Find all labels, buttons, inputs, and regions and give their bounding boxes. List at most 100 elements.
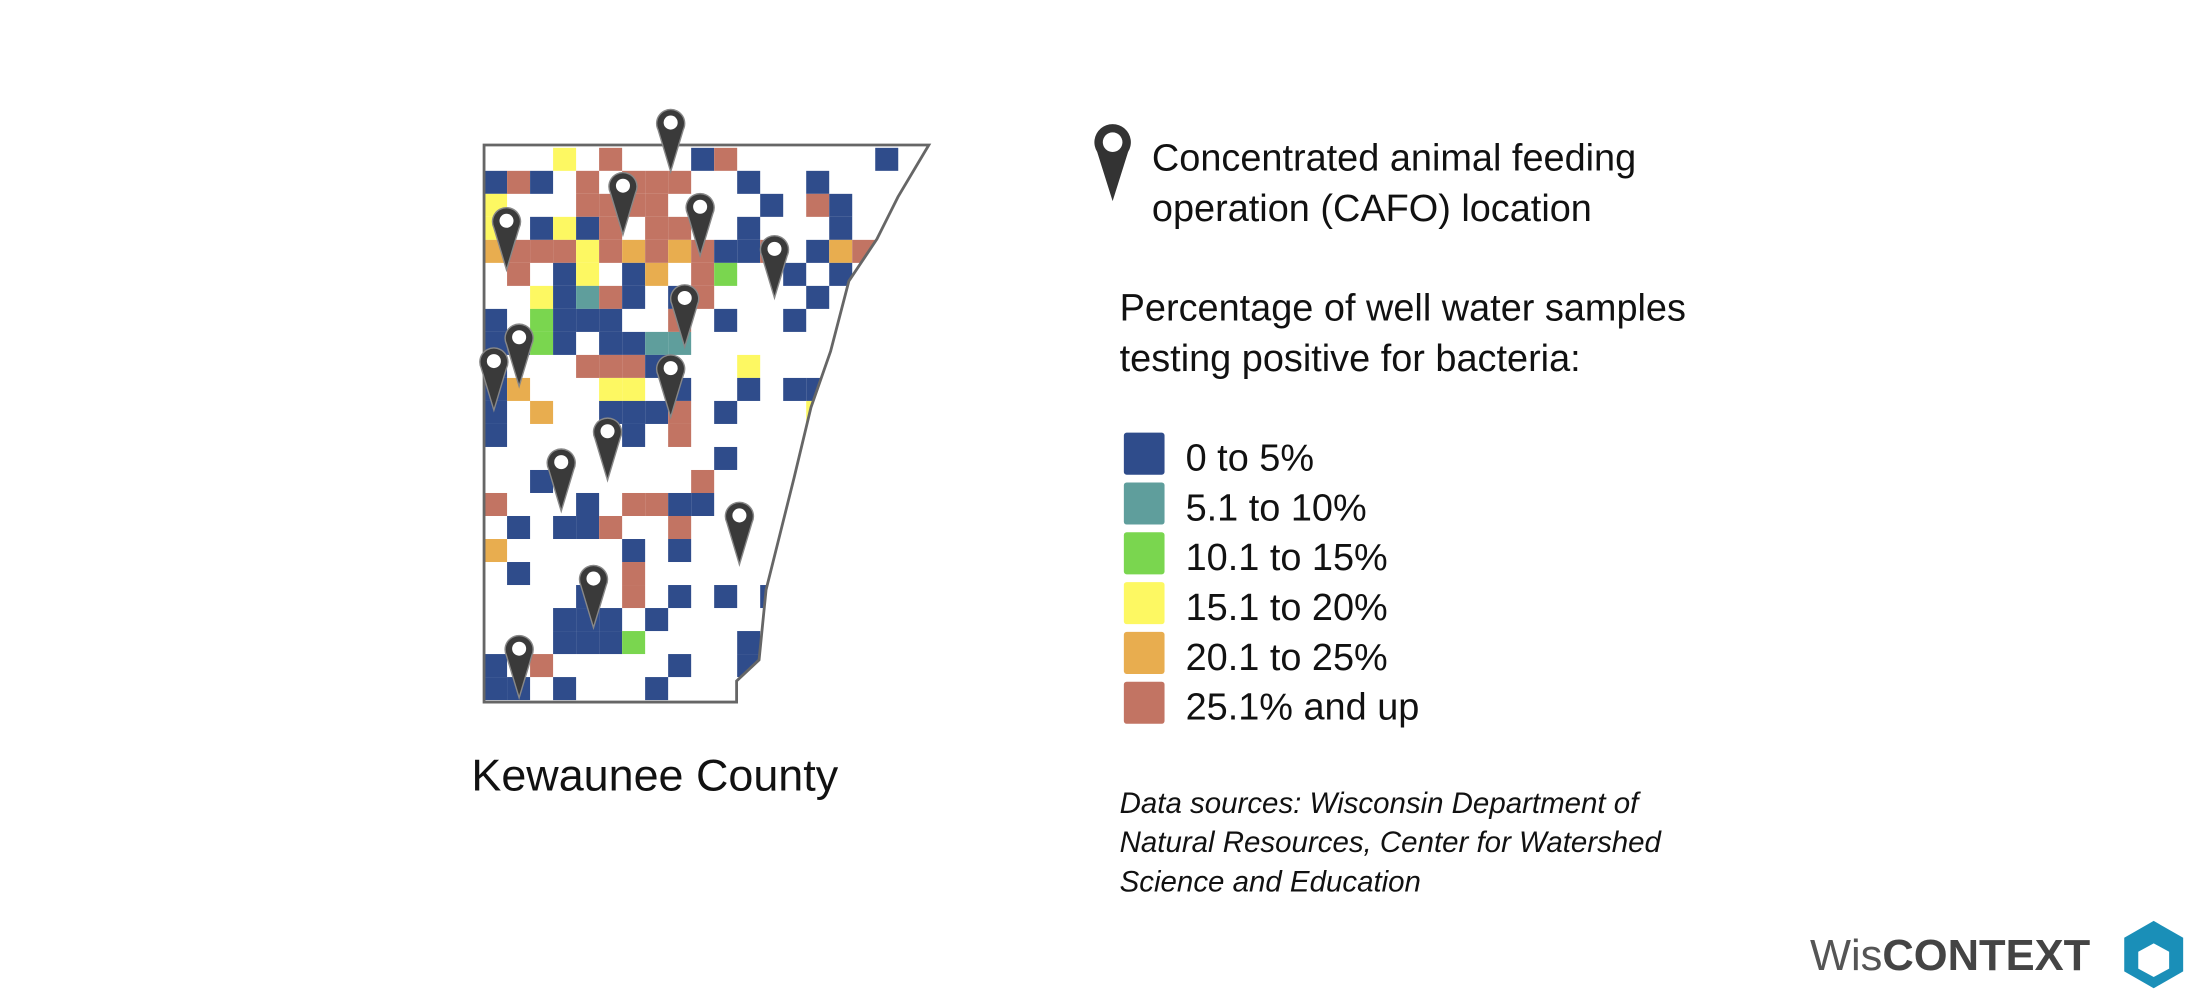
well-cell: [737, 654, 761, 678]
legend-swatch: [1123, 681, 1165, 724]
well-cell: [645, 677, 669, 701]
well-cell: [622, 585, 646, 609]
well-cell: [507, 377, 531, 401]
legend-heading: testing positive for bacteria:: [1120, 338, 1581, 380]
pin-body: [504, 323, 534, 389]
cafo-pin: [669, 284, 700, 350]
well-cell: [553, 239, 577, 263]
well-cell: [668, 239, 692, 263]
well-cell: [806, 423, 830, 447]
well-cell: [829, 239, 853, 263]
legend-swatch: [1123, 582, 1165, 625]
well-cell: [530, 654, 554, 678]
well-cell: [553, 677, 577, 701]
well-cell: [484, 492, 508, 516]
pin-body: [608, 171, 638, 238]
well-cell: [484, 654, 508, 678]
pin-body: [759, 235, 790, 301]
well-cell: [806, 193, 830, 217]
legend-heading: Percentage of well water samples: [1120, 287, 1686, 329]
well-cell: [576, 216, 600, 240]
well-cell: [622, 262, 646, 286]
well-cell: [622, 562, 646, 586]
legend-label: 15.1 to 20%: [1186, 587, 1388, 629]
well-cell: [875, 147, 899, 171]
pin-hole: [512, 330, 527, 345]
logo-icon: [2124, 920, 2184, 989]
pin-body: [655, 108, 686, 175]
well-cell: [507, 170, 531, 194]
well-cell: [484, 539, 508, 563]
well-cell: [691, 262, 715, 286]
well-cell: [714, 239, 738, 263]
well-cell: [576, 354, 600, 378]
well-cell: [668, 515, 692, 540]
well-cell: [576, 193, 600, 217]
well-cell: [645, 239, 669, 263]
well-cell: [645, 170, 669, 194]
legend-swatch: [1123, 432, 1165, 475]
pin-hole: [486, 354, 501, 369]
map-label: Kewaunee County: [471, 749, 838, 800]
pin-body: [491, 207, 522, 273]
cafo-pin: [479, 347, 509, 413]
pin-body: [546, 448, 576, 514]
legend-label: 5.1 to 10%: [1186, 487, 1367, 529]
well-cell: [622, 377, 646, 401]
well-cell: [622, 354, 646, 378]
well-cell: [645, 216, 669, 240]
well-cell: [668, 539, 692, 563]
well-cell: [806, 170, 830, 194]
well-cell: [576, 308, 600, 332]
well-cell: [737, 631, 761, 655]
well-cell: [783, 377, 807, 401]
source: Data sources: Wisconsin Department of: [1120, 787, 1641, 820]
well-cell: [691, 469, 715, 493]
well-cell: [553, 147, 577, 171]
source: Natural Resources, Center for Watershed: [1120, 826, 1663, 859]
well-cell: [829, 193, 853, 217]
well-cell: [599, 631, 623, 655]
logo: WisCONTEXT: [1810, 932, 2091, 980]
pin-hole: [600, 424, 615, 439]
well-cell: [645, 193, 669, 217]
pin-body: [592, 417, 623, 483]
cafo-legend-icon: [1094, 124, 1131, 202]
well-cell: [668, 492, 692, 516]
pin-hole: [586, 571, 601, 586]
well-cell: [737, 216, 761, 240]
pin-body: [479, 347, 509, 413]
pin-hole: [512, 641, 527, 656]
logo-light: Wis: [1810, 932, 1882, 980]
legend-swatch: [1123, 532, 1165, 575]
well-cell: [599, 331, 623, 355]
well-cell: [530, 400, 554, 424]
well-cell: [714, 308, 738, 332]
well-cell: [737, 239, 761, 263]
well-cell: [737, 170, 761, 194]
well-cell: [806, 539, 830, 563]
cafo-pin: [592, 417, 623, 483]
well-cell: [553, 308, 577, 332]
well-cell: [691, 492, 715, 516]
well-cell: [507, 562, 531, 586]
pin-body: [669, 284, 700, 350]
pin-hole: [767, 241, 782, 256]
well-cell: [599, 515, 623, 540]
well-cell: [576, 492, 600, 516]
well-cell: [668, 423, 692, 447]
well-cell: [760, 193, 784, 217]
well-cell: [599, 308, 623, 332]
well-cell: [645, 400, 669, 424]
well-cell: [553, 515, 577, 540]
well-cell: [599, 239, 623, 263]
cafo-pin: [608, 171, 638, 238]
pin-body: [578, 564, 609, 631]
pin-body: [504, 634, 534, 701]
well-cell: [553, 262, 577, 286]
well-cell: [553, 608, 577, 632]
well-cell: [645, 492, 669, 516]
well-cell: [806, 285, 830, 309]
well-cell: [668, 654, 692, 678]
